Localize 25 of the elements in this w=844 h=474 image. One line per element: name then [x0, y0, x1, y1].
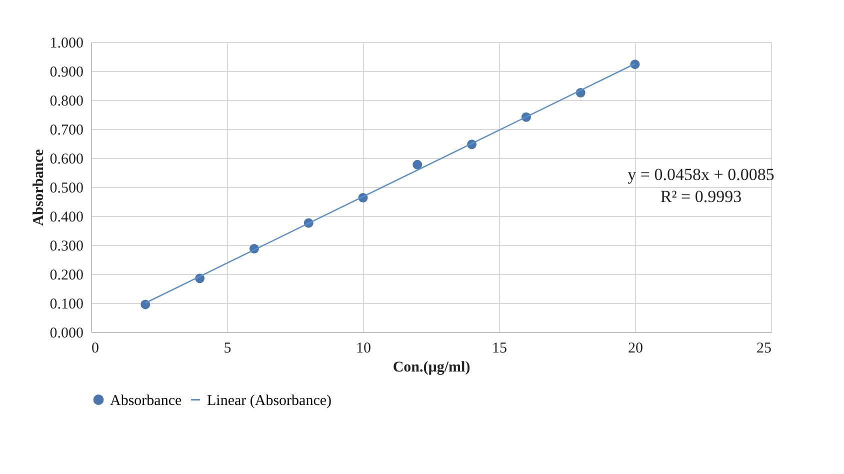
y-tick-label: 0.100 — [50, 296, 84, 312]
y-tick-label: 0.900 — [50, 64, 84, 80]
x-tick-label: 20 — [628, 340, 643, 356]
point — [140, 300, 150, 310]
x-tick-label: 10 — [356, 340, 371, 356]
y-tick-label: 1.000 — [50, 36, 84, 52]
legend-label: Absorbance — [110, 392, 182, 409]
annotation: y = 0.0458x + 0.0085 — [628, 165, 774, 184]
y-tick-label: 0.400 — [50, 210, 84, 226]
x-tick-label: 0 — [92, 340, 99, 356]
y-tick-label: 0.300 — [50, 238, 84, 254]
legend-label: Linear (Absorbance) — [207, 392, 332, 409]
y-tick-label: 0.600 — [50, 152, 84, 168]
x-tick-label: 15 — [492, 340, 507, 356]
x-tick-label: 25 — [756, 340, 772, 356]
y-tick-label: 0.000 — [50, 326, 84, 342]
point — [412, 160, 422, 170]
y-tick-label: 0.800 — [50, 94, 84, 110]
annotation: R² = 0.9993 — [660, 187, 742, 206]
y-tick-label: 0.200 — [50, 268, 84, 284]
y-tick-label: 0.700 — [50, 122, 84, 138]
x-axis-title: Con.(µg/ml) — [392, 360, 470, 376]
y-axis-title: Absorbance — [30, 148, 47, 226]
x-tick-label: 5 — [224, 340, 232, 356]
y-tick-label: 0.500 — [50, 180, 84, 196]
